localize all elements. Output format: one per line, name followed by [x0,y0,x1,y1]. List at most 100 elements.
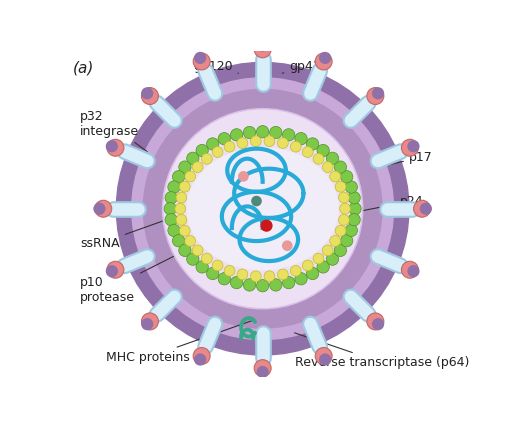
Text: (a): (a) [72,60,94,75]
Circle shape [185,171,196,182]
Text: p17: p17 [375,151,433,168]
Circle shape [251,136,261,147]
Circle shape [254,41,271,58]
Circle shape [187,253,199,265]
Circle shape [302,147,313,157]
Circle shape [106,140,118,152]
Circle shape [237,138,248,148]
Circle shape [348,192,360,204]
Circle shape [322,245,333,256]
Circle shape [313,153,324,164]
Circle shape [212,260,223,271]
Circle shape [256,279,269,292]
Circle shape [313,253,324,264]
Circle shape [218,273,230,285]
Circle shape [206,138,219,150]
Circle shape [176,215,187,225]
Circle shape [372,318,384,330]
Circle shape [196,261,209,273]
Circle shape [206,268,219,280]
Circle shape [256,366,269,378]
Circle shape [341,170,353,183]
Circle shape [164,203,176,215]
Circle shape [224,265,235,276]
Circle shape [339,192,349,203]
Circle shape [372,87,384,99]
Circle shape [132,78,394,340]
Circle shape [168,224,180,237]
Circle shape [194,354,206,365]
Circle shape [317,261,329,273]
Circle shape [116,62,409,355]
Circle shape [367,313,384,330]
Circle shape [164,110,361,307]
Circle shape [193,53,210,70]
Ellipse shape [187,148,338,270]
Circle shape [192,245,203,256]
Circle shape [230,129,243,141]
Circle shape [141,318,153,330]
Circle shape [185,236,196,246]
Circle shape [264,136,275,147]
Circle shape [420,203,432,215]
Circle shape [237,269,248,280]
Circle shape [345,224,357,237]
Text: gp120: gp120 [193,60,238,73]
Circle shape [295,273,307,285]
Circle shape [322,162,333,173]
Circle shape [93,203,106,215]
Circle shape [319,354,331,365]
Circle shape [187,152,199,165]
Circle shape [334,244,346,257]
Circle shape [367,87,384,104]
Circle shape [345,181,357,193]
Text: gp41: gp41 [282,60,321,73]
Circle shape [290,141,301,152]
Circle shape [282,129,295,141]
Circle shape [193,348,210,365]
Circle shape [194,52,206,64]
Circle shape [107,261,124,278]
Text: p10
protease: p10 protease [80,255,177,304]
Circle shape [278,269,288,280]
Circle shape [243,126,256,139]
Circle shape [106,265,118,277]
Circle shape [295,133,307,145]
Text: Reverse transcriptase (p64): Reverse transcriptase (p64) [294,333,470,369]
Circle shape [218,133,230,145]
Circle shape [335,225,346,236]
Circle shape [230,276,243,289]
Circle shape [330,171,341,182]
Circle shape [256,126,269,138]
Circle shape [107,139,124,156]
Circle shape [341,234,353,247]
Circle shape [340,204,350,214]
Circle shape [251,271,261,282]
Circle shape [144,89,382,328]
Circle shape [348,214,360,226]
Circle shape [270,126,282,139]
Circle shape [306,268,319,280]
Circle shape [327,253,339,265]
Text: p24: p24 [344,195,423,215]
Circle shape [179,181,190,192]
Circle shape [261,220,272,231]
Text: p32
integrase: p32 integrase [80,110,147,152]
Circle shape [196,145,209,157]
Circle shape [306,138,319,150]
Circle shape [270,279,282,291]
Circle shape [141,87,153,99]
Circle shape [319,52,331,64]
Circle shape [179,161,191,173]
Circle shape [165,214,177,226]
Circle shape [163,109,363,309]
Circle shape [339,215,349,225]
Circle shape [401,261,419,278]
Circle shape [224,141,235,152]
Circle shape [179,244,191,257]
Circle shape [168,181,180,193]
Circle shape [173,170,185,183]
Text: ssRNA: ssRNA [80,214,184,250]
Circle shape [278,138,288,148]
Circle shape [243,279,256,291]
